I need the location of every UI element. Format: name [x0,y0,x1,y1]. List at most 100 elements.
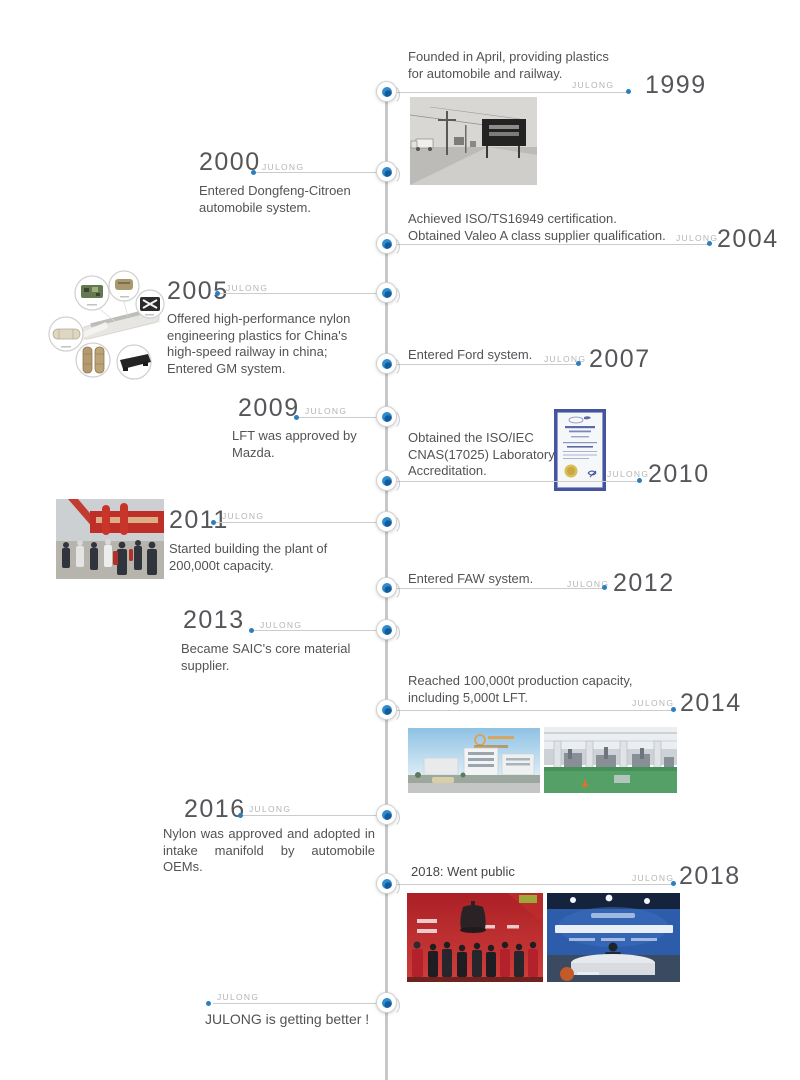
connector-line [387,710,675,711]
connector-line [252,630,387,631]
milestone-text: Entered FAW system. [408,571,534,586]
julong-logo-dot-icon [381,166,392,177]
milestone-text: Offered high-performance nylon engineeri… [167,311,351,376]
year-dot-icon [707,241,712,246]
julong-logo-dot-icon [381,878,392,889]
timeline-node-icon [376,282,400,306]
julong-logo-dot-icon [381,997,392,1008]
year-dot-icon [671,707,676,712]
julong-logo-dot-icon [381,516,392,527]
year-label: 2012 [613,569,675,597]
milestone-text: Nylon was approved and adopted in intake… [163,826,375,874]
timeline-node-icon [376,161,400,185]
julong-logo-dot-icon [381,86,392,97]
timeline-node-icon [376,992,400,1016]
photo-2011-groundbreaking [56,499,164,579]
year-dot-icon [251,170,256,175]
year-label: 2010 [648,460,710,488]
timeline-node-icon [376,577,400,601]
brand-watermark: JULONG [572,80,615,90]
photo-1999-factory-gate [410,97,537,185]
year-dot-icon [238,813,243,818]
brand-watermark: JULONG [262,162,305,172]
julong-logo-dot-icon [381,411,392,422]
year-label: 2013 [183,606,245,634]
connector-line [387,244,710,245]
photo-2018-bell-ceremony [407,893,543,982]
connector-line [241,815,387,816]
year-dot-icon [626,89,631,94]
connector-line [387,92,630,93]
connector-line [254,172,387,173]
connector-line [297,417,387,418]
connector-line [219,293,387,294]
connector-line [214,522,387,523]
brand-watermark: JULONG [567,579,610,589]
timeline-node-icon [376,804,400,828]
connector-line [213,1003,387,1004]
year-dot-icon [602,585,607,590]
julong-logo-dot-icon [381,624,392,635]
milestone-text: Entered Dongfeng-Citroen automobile syst… [199,183,351,215]
julong-logo-dot-icon [381,358,392,369]
timeline-node-icon [376,406,400,430]
timeline-node-icon [376,470,400,494]
milestone-text: LFT was approved by Mazda. [232,428,357,460]
milestone-text: Entered Ford system. [408,347,533,362]
brand-watermark: JULONG [607,469,650,479]
image-2005-products-collage [48,270,165,380]
timeline-node-icon [376,873,400,897]
year-label: 2000 [199,148,261,176]
closing-text: JULONG is getting better ! [205,1011,370,1027]
brand-watermark: JULONG [222,511,265,521]
photo-2014-workshop-interior [544,727,677,793]
year-label: 2018 [679,862,741,890]
year-dot-icon [211,520,216,525]
year-label: 2014 [680,689,742,717]
brand-watermark: JULONG [226,283,269,293]
julong-logo-dot-icon [381,582,392,593]
timeline-node-icon [376,81,400,105]
connector-line [387,481,640,482]
milestone-text: Reached 100,000t production capacity, in… [408,673,633,705]
year-label: 2004 [717,225,779,253]
photo-2018-online-roadshow [547,893,680,982]
year-dot-icon [671,881,676,886]
year-dot-icon [206,1001,211,1006]
milestone-text: Obtained the ISO/IEC CNAS(17025) Laborat… [408,430,555,478]
timeline-node-icon [376,233,400,257]
timeline-node-icon [376,511,400,535]
brand-watermark: JULONG [305,406,348,416]
year-label: 1999 [645,71,707,99]
timeline-node-icon [376,699,400,723]
milestone-text: Founded in April, providing plastics for… [408,49,609,81]
brand-watermark: JULONG [632,698,675,708]
year-dot-icon [294,415,299,420]
milestone-text: 2018: Went public [411,864,515,879]
julong-logo-dot-icon [381,287,392,298]
image-2010-cnas-certificate [554,409,606,491]
timeline-node-icon [376,619,400,643]
year-dot-icon [576,361,581,366]
milestone-text: Became SAIC's core material supplier. [181,641,351,673]
photo-2014-factory-exterior [408,728,540,793]
julong-logo-dot-icon [381,475,392,486]
year-label: 2016 [184,795,246,823]
connector-line [387,884,675,885]
year-dot-icon [249,628,254,633]
milestone-text: Started building the plant of 200,000t c… [169,541,328,573]
connector-line [387,588,605,589]
julong-logo-dot-icon [381,809,392,820]
brand-watermark: JULONG [632,873,675,883]
connector-line [387,364,580,365]
brand-watermark: JULONG [249,804,292,814]
year-label: 2011 [169,506,229,534]
brand-watermark: JULONG [217,992,260,1002]
timeline-node-icon [376,353,400,377]
brand-watermark: JULONG [676,233,719,243]
brand-watermark: JULONG [544,354,587,364]
year-dot-icon [637,478,642,483]
julong-logo-dot-icon [381,704,392,715]
brand-watermark: JULONG [260,620,303,630]
